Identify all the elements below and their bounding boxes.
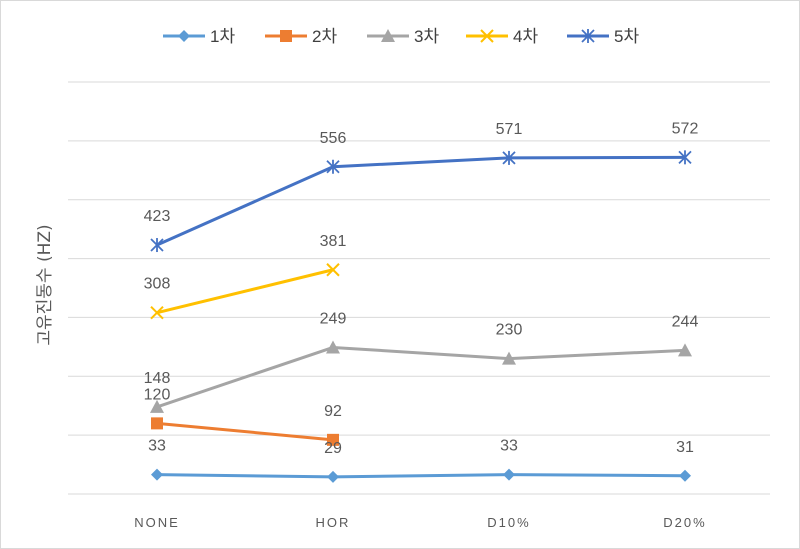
data-label: 31 (676, 439, 694, 456)
legend-marker (178, 30, 190, 42)
legend-label: 1차 (210, 27, 235, 46)
data-point (150, 306, 164, 320)
data-label: 33 (148, 438, 166, 455)
data-point (678, 343, 692, 357)
series-1 (151, 468, 691, 483)
data-label: 249 (320, 310, 347, 327)
series-5 (150, 150, 692, 253)
legend-item: 3차 (367, 27, 439, 46)
series-line (156, 345, 686, 409)
data-label: 120 (144, 386, 171, 403)
legend-label: 5차 (614, 27, 639, 46)
data-point (150, 238, 164, 253)
data-label: 148 (144, 370, 171, 387)
x-tick-label: HOR (316, 515, 351, 530)
series-4 (150, 263, 340, 320)
data-label: 423 (144, 208, 171, 225)
series-line (156, 268, 334, 315)
data-label: 572 (672, 120, 699, 137)
legend-marker (480, 29, 494, 43)
legend-label: 2차 (312, 27, 337, 46)
legend-marker (381, 29, 395, 42)
data-point (679, 469, 691, 482)
data-point (327, 470, 339, 483)
data-point (326, 159, 340, 174)
legend-item: 1차 (163, 27, 235, 46)
data-label: 556 (320, 130, 347, 147)
legend: 1차 2차 3차 4차 5차 (163, 27, 639, 46)
data-labels: 33 29 33 31 120 92 148 249 230 244 308 381 423 556 571… (144, 120, 699, 457)
data-label: 230 (496, 322, 523, 339)
legend-label: 4차 (513, 27, 538, 46)
series-line (156, 155, 686, 247)
legend-item: 2차 (265, 27, 337, 46)
legend-marker (280, 30, 292, 42)
data-label: 29 (324, 440, 342, 457)
data-point (326, 340, 340, 354)
x-axis-tick-labels: NONE HOR D10% D20% (134, 515, 706, 530)
data-point (678, 150, 692, 165)
data-label: 571 (496, 121, 523, 138)
data-point (151, 468, 163, 481)
data-point (503, 468, 515, 481)
data-label: 244 (672, 313, 699, 330)
data-point (502, 150, 516, 165)
legend-item: 5차 (567, 27, 639, 46)
data-point (150, 399, 164, 413)
data-point (502, 351, 516, 365)
gridlines (68, 81, 770, 495)
data-point (327, 433, 339, 446)
legend-label: 3차 (414, 27, 439, 46)
x-tick-label: D20% (663, 515, 706, 530)
series-line (156, 421, 334, 442)
series-2 (151, 417, 339, 446)
series-line (156, 473, 686, 479)
data-label: 381 (320, 233, 347, 250)
data-label: 92 (324, 403, 342, 420)
series-3 (150, 340, 692, 413)
legend-marker (581, 29, 595, 43)
x-tick-label: NONE (134, 515, 180, 530)
legend-item: 4차 (466, 27, 538, 46)
data-label: 308 (144, 276, 171, 293)
data-point (326, 263, 340, 277)
data-label: 33 (500, 438, 518, 455)
y-axis-title: 고유진동수 (HZ) (35, 224, 55, 345)
x-tick-label: D10% (487, 515, 530, 530)
series-layer (150, 150, 692, 483)
data-point (151, 417, 163, 430)
